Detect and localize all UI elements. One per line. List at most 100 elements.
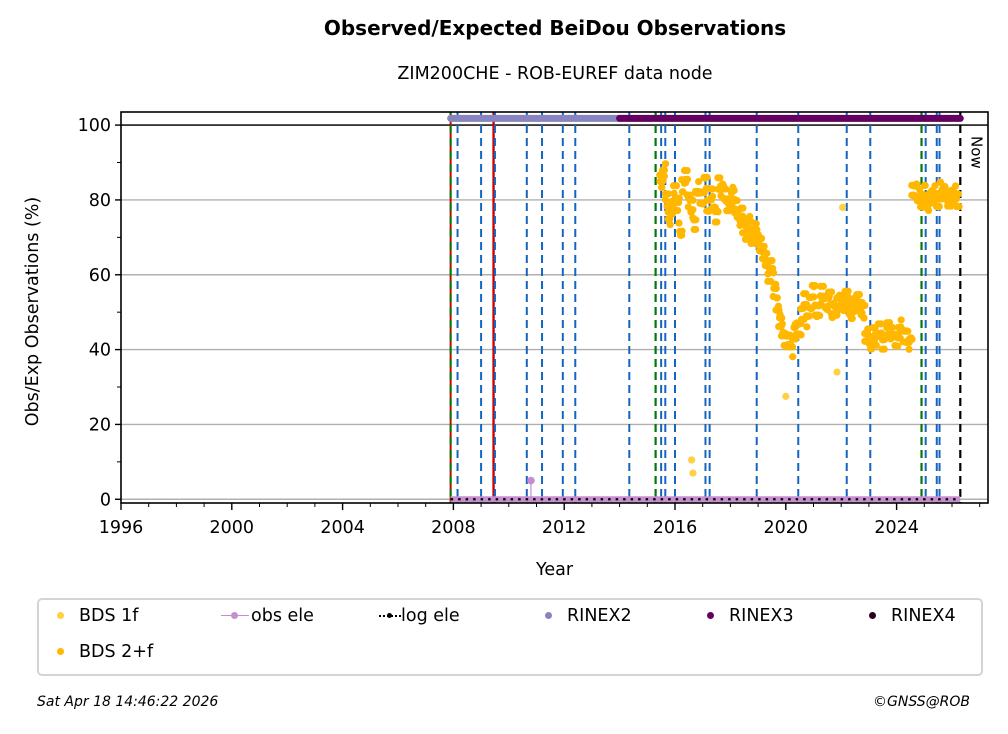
- legend-item-rinex4: RINEX4: [863, 606, 956, 626]
- data-point: [924, 206, 933, 215]
- data-point: [800, 290, 808, 298]
- data-point: [805, 312, 814, 320]
- legend-label: RINEX2: [567, 606, 632, 626]
- chart-title: Observed/Expected BeiDou Observations: [323, 16, 787, 40]
- data-point: [844, 293, 852, 301]
- data-point: [764, 277, 772, 285]
- x-axis-label: Year: [535, 560, 574, 580]
- data-point: [695, 177, 703, 186]
- data-point: [897, 316, 905, 324]
- data-point: [745, 218, 753, 226]
- baseline-series: [450, 476, 961, 503]
- x-tick-label: 1996: [99, 518, 144, 538]
- data-point: [915, 185, 924, 193]
- x-tick-label: 2000: [210, 518, 255, 538]
- data-point: [810, 293, 818, 301]
- legend-marker-rinex4: [863, 609, 885, 623]
- y-tick-label: 40: [89, 341, 111, 361]
- data-point: [824, 288, 833, 296]
- timestamp: Sat Apr 18 14:46:22 2026: [37, 694, 219, 710]
- data-point: [931, 182, 939, 190]
- data-point: [730, 186, 738, 195]
- now-label: Now: [967, 136, 985, 169]
- data-point: [689, 469, 697, 477]
- data-point: [707, 185, 715, 193]
- legend-label: RINEX3: [729, 606, 794, 626]
- x-axis-ticks: 1996 2000 2004 2008 2012 2016 2020 2024: [99, 503, 981, 538]
- data-point: [786, 343, 794, 351]
- y-tick-label: 80: [89, 191, 111, 211]
- data-point: [692, 225, 700, 234]
- legend-marker-rinex3: [701, 609, 723, 623]
- data-point: [806, 304, 814, 312]
- data-point: [760, 242, 768, 250]
- data-point: [886, 323, 895, 332]
- y-tick-label: 60: [89, 266, 111, 286]
- x-tick-label: 2012: [542, 518, 587, 538]
- y-tick-label: 20: [89, 415, 111, 435]
- obs-ele-point: [527, 476, 535, 485]
- data-point: [708, 192, 717, 201]
- data-point: [838, 203, 847, 212]
- legend-marker-rinex2: [539, 609, 561, 623]
- data-point: [778, 320, 786, 328]
- data-point: [658, 166, 667, 174]
- legend-label: RINEX4: [891, 606, 956, 626]
- data-point: [689, 196, 697, 204]
- data-point: [894, 334, 902, 342]
- x-tick-label: 2008: [431, 518, 476, 538]
- data-point: [907, 334, 915, 342]
- data-point: [797, 315, 806, 323]
- legend-item-log-ele: log ele: [379, 606, 460, 626]
- data-point: [769, 264, 777, 272]
- data-point: [683, 166, 691, 175]
- legend-label: BDS 2+f: [79, 642, 154, 662]
- data-point: [698, 189, 706, 197]
- data-point: [737, 204, 745, 212]
- y-axis-ticks: 0 20 40 60 80 100: [78, 116, 121, 510]
- data-point: [905, 345, 913, 353]
- data-point: [716, 174, 724, 182]
- x-tick-label: 2020: [764, 518, 809, 538]
- data-point: [853, 290, 861, 299]
- data-point: [711, 208, 719, 216]
- data-point: [814, 302, 822, 310]
- chart-subtitle: ZIM200CHE - ROB-EUREF data node: [397, 64, 713, 84]
- chart-area: 1996 2000 2004 2008 2012 2016 2020 2024 0 20 40 60…: [23, 111, 989, 580]
- data-point: [844, 298, 852, 306]
- data-point: [678, 227, 686, 235]
- data-point: [688, 456, 696, 464]
- data-point: [904, 327, 912, 335]
- data-point: [664, 190, 672, 198]
- data-point: [954, 190, 962, 198]
- legend-marker-obs-ele: [221, 609, 249, 623]
- legend-marker-bds1f: [51, 609, 73, 623]
- legend-label: BDS 1f: [79, 606, 139, 626]
- data-point: [795, 330, 804, 338]
- data-point: [732, 196, 740, 205]
- data-points: [656, 160, 963, 477]
- data-point: [664, 215, 672, 223]
- data-point: [880, 345, 888, 353]
- data-point: [819, 282, 827, 290]
- x-tick-label: 2004: [320, 518, 365, 538]
- data-point: [711, 218, 719, 226]
- data-point: [673, 206, 681, 214]
- data-point: [660, 172, 668, 180]
- data-point: [833, 368, 841, 376]
- data-point: [772, 294, 781, 302]
- data-point: [782, 392, 790, 400]
- x-tick-label: 2024: [874, 518, 919, 538]
- legend: BDS 1f obs ele log ele RINEX2 RINEX3 RIN…: [37, 598, 983, 676]
- data-point: [848, 314, 856, 323]
- data-point: [669, 182, 678, 190]
- data-point: [838, 294, 846, 302]
- data-point: [687, 208, 695, 216]
- data-point: [860, 314, 868, 322]
- copyright: ©GNSS@ROB: [873, 694, 970, 710]
- x-tick-label: 2016: [653, 518, 698, 538]
- data-point: [752, 220, 760, 228]
- data-point: [763, 249, 771, 257]
- data-point: [722, 185, 730, 193]
- legend-item-rinex3: RINEX3: [701, 606, 794, 626]
